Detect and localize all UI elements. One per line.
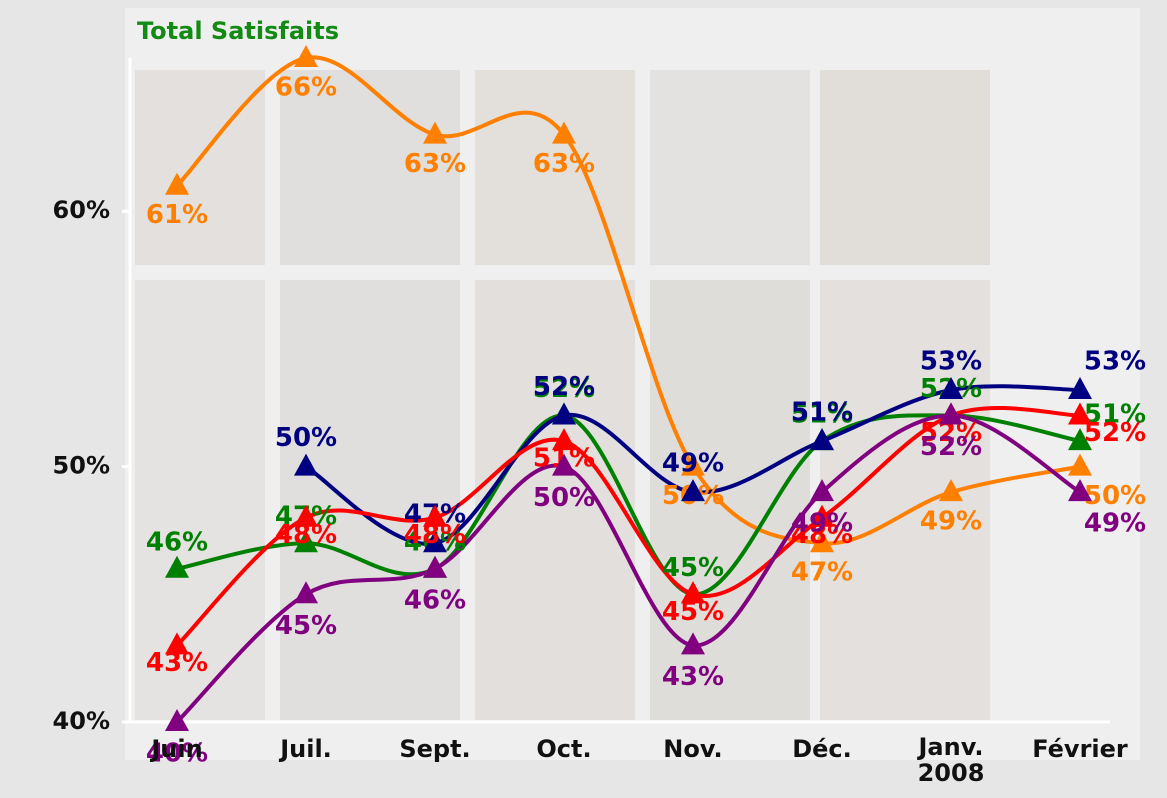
x-tick-label: Sept. [380,736,490,762]
data-label: 50% [1084,481,1146,511]
data-label: 48% [404,520,466,550]
chart-svg: Total Satisfaits 40% 50% 60% 61% 66% 63% 63% 50… [0,0,1167,798]
data-label: 45% [662,597,724,627]
x-tick-label: Oct. [509,736,619,762]
y-tick-label: 60% [53,196,110,224]
data-label: 52% [1084,418,1146,448]
x-tick-label: Nov. [638,736,748,762]
x-tick-label: Déc. [767,736,877,762]
data-label: 46% [404,585,466,615]
x-tick-label: Janv. 2008 [911,734,991,786]
data-label: 43% [662,662,724,692]
data-label: 49% [791,509,853,539]
data-label: 49% [920,507,982,537]
data-label: 49% [1084,509,1146,539]
data-label: 45% [275,611,337,641]
data-label: 50% [275,423,337,453]
data-label: 66% [275,73,337,103]
data-label: 49% [662,449,724,479]
data-label: 52% [920,432,982,462]
data-label: 53% [1084,347,1146,377]
data-label: 46% [146,527,208,557]
y-tick-label: 40% [53,707,110,735]
x-tick-label: Février [1025,736,1135,762]
data-label: 61% [146,200,208,230]
data-label: 50% [533,483,595,513]
data-label: 63% [533,149,595,179]
chart: Total Satisfaits 40% 50% 60% 61% 66% 63% 63% 50… [0,0,1167,798]
data-label: 52% [533,372,595,402]
data-label: 45% [662,553,724,583]
x-tick-label: Juin [122,736,232,762]
data-label: 53% [920,347,982,377]
data-label: 47% [791,558,853,588]
chart-title: Total Satisfaits [137,17,339,45]
data-label: 63% [404,149,466,179]
data-label: 43% [146,648,208,678]
x-tick-label: Juil. [251,736,361,762]
data-label: 48% [275,520,337,550]
y-tick-label: 50% [53,452,110,480]
data-label: 51% [791,398,853,428]
